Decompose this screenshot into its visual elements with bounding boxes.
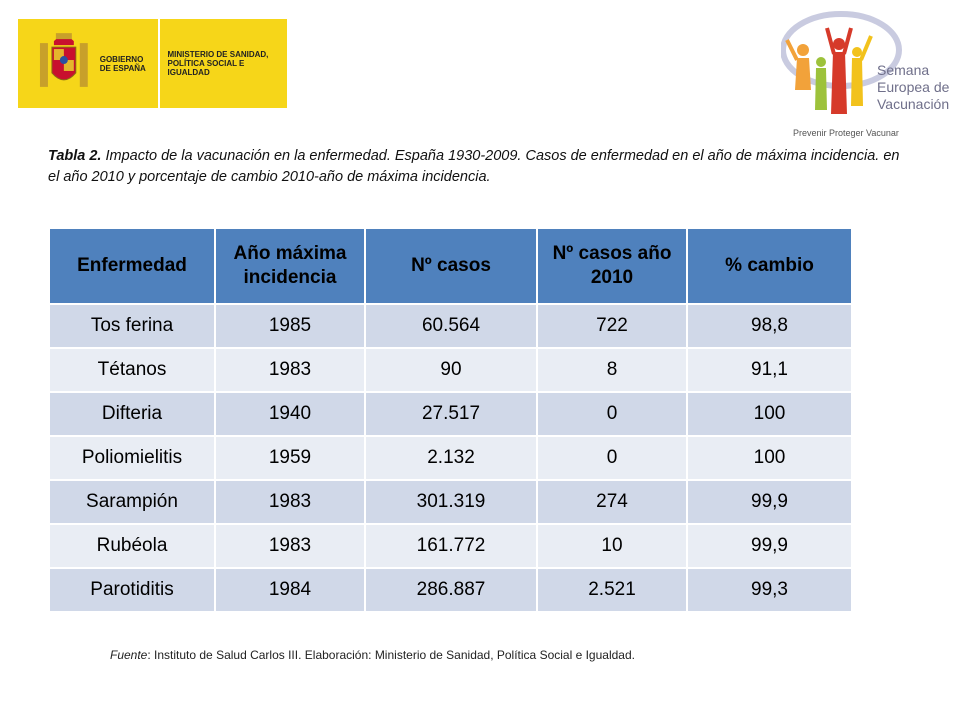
- cell-n-casos: 301.319: [364, 479, 538, 525]
- cell-n-casos-2010: 8: [536, 347, 688, 393]
- cell-enfermedad: Poliomielitis: [48, 435, 216, 481]
- cell-n-casos: 161.772: [364, 523, 538, 569]
- cell-n-casos: 2.132: [364, 435, 538, 481]
- cell-n-casos-2010: 0: [536, 391, 688, 437]
- caption-text: Impacto de la vacunación en la enfermeda…: [48, 148, 900, 185]
- cell-n-casos-2010: 0: [536, 435, 688, 481]
- cell-enfermedad: Tétanos: [48, 347, 216, 393]
- header-ano-maxima: Año máxima incidencia: [214, 227, 366, 305]
- cell-n-casos: 286.887: [364, 567, 538, 613]
- source-label: Fuente: [110, 648, 148, 662]
- table-row: Tos ferina 1985 60.564 722 98,8: [48, 303, 853, 349]
- table-row: Difteria 1940 27.517 0 100: [48, 391, 853, 437]
- table-row: Tétanos 1983 90 8 91,1: [48, 347, 853, 393]
- cell-ano-maxima: 1983: [214, 523, 366, 569]
- source-note: Fuente: Instituto de Salud Carlos III. E…: [110, 648, 635, 662]
- vaccination-impact-table: Enfermedad Año máxima incidencia Nº caso…: [48, 227, 853, 613]
- semana-europea-subtitle: Prevenir Proteger Vacunar: [793, 128, 899, 138]
- caption-lead: Tabla 2.: [48, 148, 102, 164]
- ministerio-text: MINISTERIO DE SANIDAD, POLÍTICA SOCIAL E…: [167, 50, 269, 77]
- children-figures-icon: [781, 11, 902, 114]
- header-n-casos-2010: Nº casos año 2010: [536, 227, 688, 305]
- table-header-row: Enfermedad Año máxima incidencia Nº caso…: [48, 227, 853, 305]
- cell-n-casos-2010: 10: [536, 523, 688, 569]
- cell-enfermedad: Rubéola: [48, 523, 216, 569]
- cell-n-casos: 60.564: [364, 303, 538, 349]
- cell-n-casos: 90: [364, 347, 538, 393]
- cell-ano-maxima: 1940: [214, 391, 366, 437]
- cell-pct-cambio: 100: [686, 391, 853, 437]
- cell-enfermedad: Parotiditis: [48, 567, 216, 613]
- cell-enfermedad: Tos ferina: [48, 303, 216, 349]
- table-row: Rubéola 1983 161.772 10 99,9: [48, 523, 853, 569]
- cell-ano-maxima: 1983: [214, 347, 366, 393]
- gobierno-espana-logo: GOBIERNO DE ESPAÑA MINISTERIO DE SANIDAD…: [18, 19, 287, 108]
- header-enfermedad: Enfermedad: [48, 227, 216, 305]
- cell-pct-cambio: 99,9: [686, 523, 853, 569]
- table-row: Poliomielitis 1959 2.132 0 100: [48, 435, 853, 481]
- cell-enfermedad: Sarampión: [48, 479, 216, 525]
- cell-ano-maxima: 1985: [214, 303, 366, 349]
- semana-europea-title: Semana Europea de Vacunación: [877, 62, 950, 112]
- cell-ano-maxima: 1959: [214, 435, 366, 481]
- cell-n-casos-2010: 2.521: [536, 567, 688, 613]
- source-text: : Instituto de Salud Carlos III. Elabora…: [147, 648, 635, 662]
- cell-enfermedad: Difteria: [48, 391, 216, 437]
- gobierno-text: GOBIERNO DE ESPAÑA: [99, 54, 146, 73]
- cell-n-casos: 27.517: [364, 391, 538, 437]
- semana-europea-vacunacion-logo: Semana Europea de Vacunación Prevenir Pr…: [781, 10, 949, 138]
- cell-pct-cambio: 98,8: [686, 303, 853, 349]
- coat-of-arms-icon: [39, 32, 88, 87]
- cell-n-casos-2010: 274: [536, 479, 688, 525]
- table-row: Sarampión 1983 301.319 274 99,9: [48, 479, 853, 525]
- table-caption: Tabla 2. Impacto de la vacunación en la …: [48, 146, 908, 188]
- cell-pct-cambio: 99,3: [686, 567, 853, 613]
- cell-ano-maxima: 1983: [214, 479, 366, 525]
- header-pct-cambio: % cambio: [686, 227, 853, 305]
- cell-pct-cambio: 100: [686, 435, 853, 481]
- cell-pct-cambio: 91,1: [686, 347, 853, 393]
- header-n-casos: Nº casos: [364, 227, 538, 305]
- table-row: Parotiditis 1984 286.887 2.521 99,3: [48, 567, 853, 613]
- cell-n-casos-2010: 722: [536, 303, 688, 349]
- cell-ano-maxima: 1984: [214, 567, 366, 613]
- logo-divider: [157, 19, 160, 108]
- cell-pct-cambio: 99,9: [686, 479, 853, 525]
